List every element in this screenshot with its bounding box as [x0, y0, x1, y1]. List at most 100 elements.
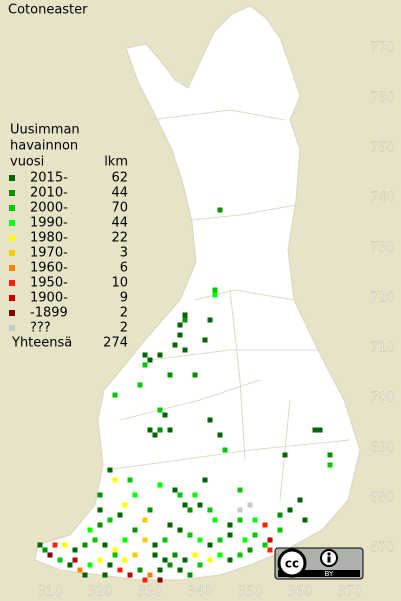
observation: [187, 572, 193, 578]
observation: [157, 577, 163, 583]
legend-count: 44: [111, 216, 128, 231]
legend-count: 2: [120, 306, 128, 321]
observation: [212, 292, 218, 298]
observation: [72, 547, 78, 553]
legend-swatch: [9, 325, 15, 331]
observation: [57, 557, 63, 563]
legend-label: ???: [30, 321, 51, 336]
observation: [192, 492, 198, 498]
y-tick-label: 740: [370, 191, 395, 206]
legend-total: 274: [103, 336, 128, 351]
observation: [47, 552, 53, 558]
license-badge: cc BY: [274, 547, 364, 580]
observation: [77, 567, 83, 573]
y-tick-label: 730: [370, 241, 395, 256]
observation: [327, 462, 333, 468]
legend-heading: havainnon: [10, 139, 78, 154]
legend-count: 44: [111, 186, 128, 201]
observation: [112, 552, 118, 558]
x-tick-label: 320: [88, 585, 113, 600]
y-tick-label: 760: [370, 91, 395, 106]
legend-swatch: [9, 220, 15, 226]
legend-swatch: [9, 310, 15, 316]
legend-label: 1980-: [30, 231, 68, 246]
legend-count: 70: [111, 201, 128, 216]
observation: [172, 552, 178, 558]
observation: [152, 552, 158, 558]
observation: [247, 547, 253, 553]
observation: [147, 357, 153, 363]
observation: [182, 347, 188, 353]
observation: [127, 477, 133, 483]
y-tick-label: 700: [370, 391, 395, 406]
legend-heading: Uusimman: [10, 123, 80, 138]
observation: [197, 502, 203, 508]
observation: [142, 362, 148, 368]
observation: [82, 542, 88, 548]
observation: [97, 507, 103, 513]
observation: [62, 542, 68, 548]
observation: [92, 537, 98, 543]
observation: [167, 372, 173, 378]
observation: [187, 507, 193, 513]
observation: [177, 492, 183, 498]
observation: [172, 342, 178, 348]
y-tick-label: 720: [370, 291, 395, 306]
observation: [87, 562, 93, 568]
observation: [42, 547, 48, 553]
observation: [297, 497, 303, 503]
observation: [217, 537, 223, 543]
observation: [102, 572, 108, 578]
observation: [157, 352, 163, 358]
observation: [112, 477, 118, 483]
observation: [117, 512, 123, 518]
legend-label: 2015-: [30, 171, 68, 186]
legend-count-heading: lkm: [104, 155, 128, 170]
observation: [182, 317, 188, 323]
legend-count: 3: [120, 246, 128, 261]
cc-circle: [277, 548, 307, 578]
observation: [237, 487, 243, 493]
observation: [142, 517, 148, 523]
legend-label: 1990-: [30, 216, 68, 231]
observation: [237, 517, 243, 523]
observation: [162, 557, 168, 563]
observation: [247, 502, 253, 508]
observation: [157, 427, 163, 433]
legend-heading: vuosi: [10, 155, 44, 170]
observation: [182, 557, 188, 563]
title: Cotoneaster: [8, 3, 88, 18]
observation: [207, 417, 213, 423]
legend-swatch: [9, 265, 15, 271]
observation: [207, 507, 213, 513]
observation: [227, 557, 233, 563]
y-tick-label: 710: [370, 341, 395, 356]
observation: [312, 427, 318, 433]
legend-label: 1960-: [30, 261, 68, 276]
region-border: [104, 109, 351, 501]
observation: [142, 537, 148, 543]
observation: [217, 207, 223, 213]
observation: [102, 542, 108, 548]
observation: [207, 317, 213, 323]
observation: [287, 507, 293, 513]
y-tick-label: 670: [370, 541, 395, 556]
y-tick-label: 750: [370, 141, 395, 156]
observation: [227, 532, 233, 538]
observation: [122, 502, 128, 508]
observation: [132, 492, 138, 498]
observation: [167, 427, 173, 433]
observation: [177, 527, 183, 533]
observation: [167, 522, 173, 528]
observation: [252, 532, 258, 538]
observation: [97, 522, 103, 528]
observation: [207, 557, 213, 563]
observation: [192, 372, 198, 378]
by-icon-body: [327, 556, 331, 563]
observation: [162, 412, 168, 418]
observation: [177, 332, 183, 338]
observation: [122, 537, 128, 543]
observation: [327, 452, 333, 458]
observation: [277, 512, 283, 518]
